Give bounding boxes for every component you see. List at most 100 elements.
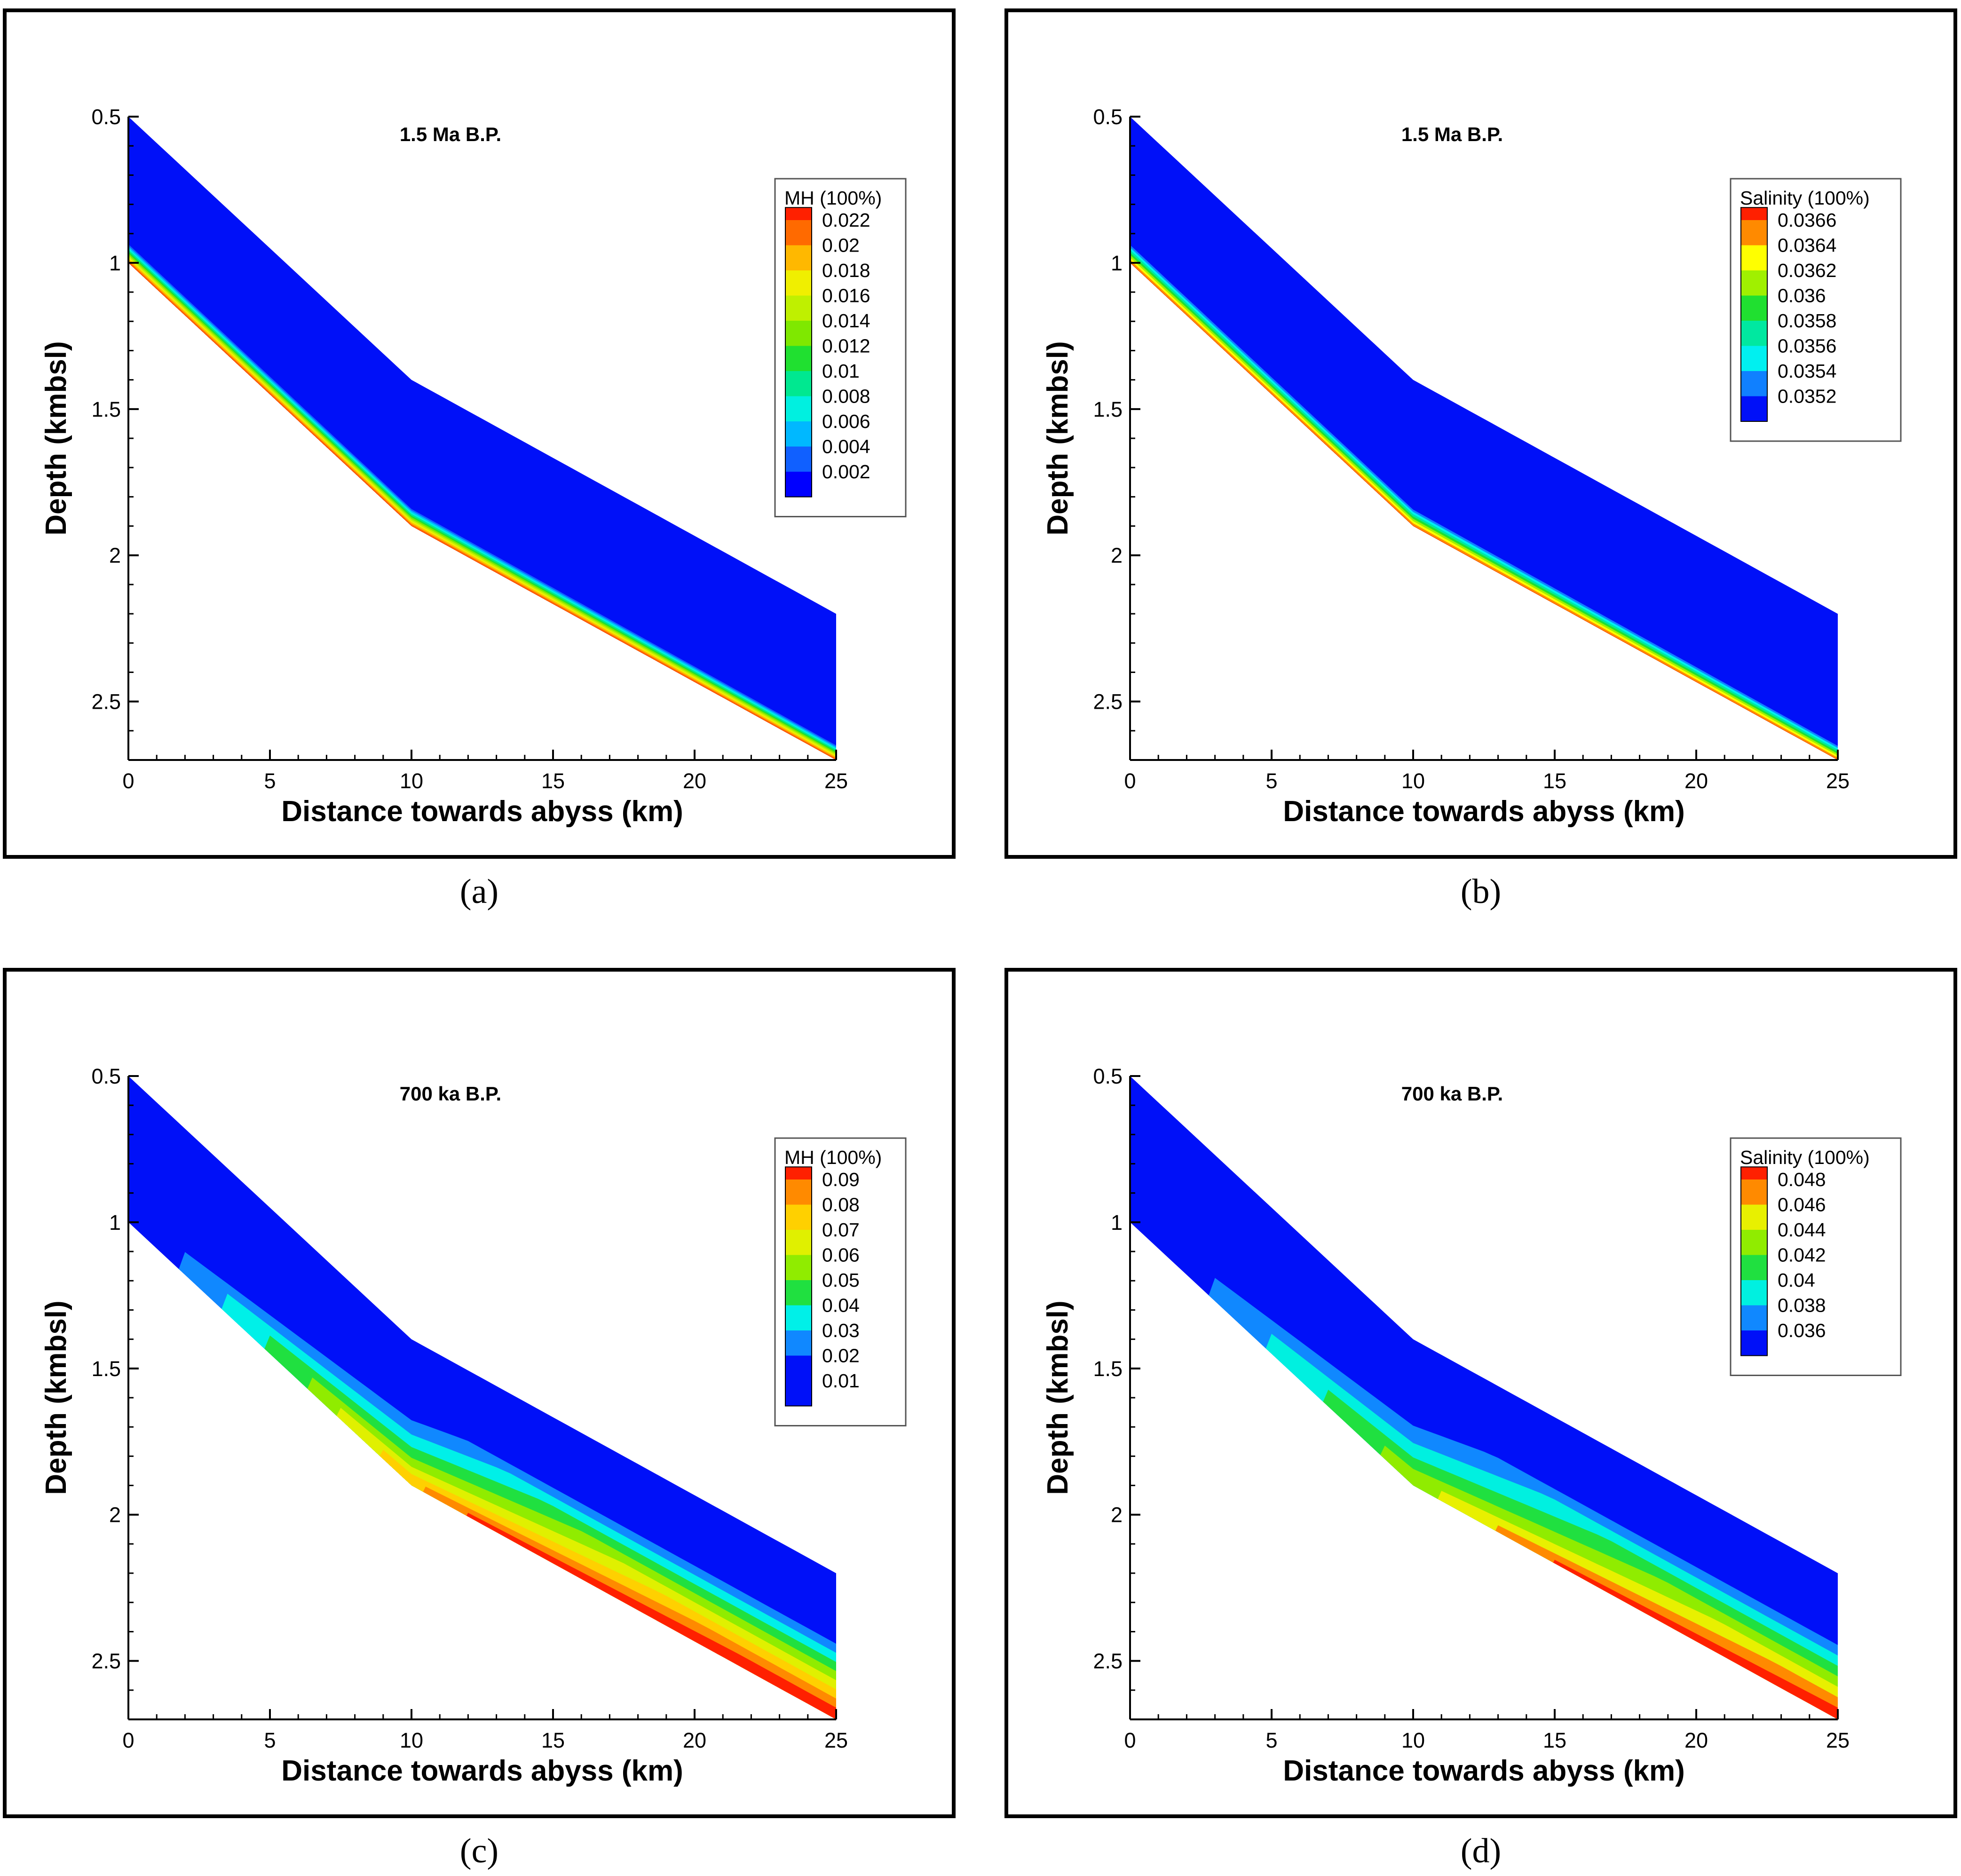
contour-band [128,248,836,760]
legend-swatch [1741,295,1767,321]
legend-label: 0.012 [822,335,870,357]
legend-swatch-border [1740,1166,1768,1356]
panel-caption: (d) [1461,1832,1501,1870]
legend-label: 0.06 [822,1244,860,1266]
legend-swatch [1741,207,1767,220]
y-tick-label: 2 [109,544,121,568]
legend-label: 0.09 [822,1169,860,1190]
legend-label: 0.014 [822,310,870,332]
legend-swatch [785,421,812,447]
contour-band [1130,247,1838,760]
legend-label: 0.002 [822,461,870,483]
chart-panel-3: 0 5 10 15 20 25 0.5 1 1.5 2 2.5 Distance towards ab… [3,968,956,1870]
legend-label: 0.008 [822,386,870,407]
legend-label: 0.046 [1778,1194,1826,1216]
legend-swatch [785,446,812,472]
domain-background [128,117,836,760]
legend-swatch [785,1280,812,1306]
legend-swatch [1741,346,1767,371]
legend-label: 0.004 [822,436,870,458]
legend-swatch [785,245,812,270]
y-tick-label: 1.5 [1093,397,1123,421]
legend-swatch [785,1305,812,1330]
contour-field [128,1076,836,1719]
legend-swatch [785,1230,812,1255]
plot-title: 1.5 Ma B.P. [1401,123,1503,145]
contour-band [1130,1224,1838,1719]
x-axis-title: Distance towards abyss (km) [1283,1755,1685,1787]
legend-swatch [1741,1179,1767,1205]
legend-swatch [785,220,812,245]
legend-swatch [785,321,812,346]
contour-field [128,117,836,760]
x-tick-label: 0 [122,1728,134,1752]
chart-panel-4: 0 5 10 15 20 25 0.5 1 1.5 2 2.5 Distance towards ab… [1004,968,1957,1870]
legend-swatch [785,1255,812,1280]
y-tick-label: 0.5 [1093,105,1123,129]
x-axis-title: Distance towards abyss (km) [1283,795,1685,828]
legend-label: 0.038 [1778,1295,1826,1316]
legend: Salinity (100%)0.048 0.046 0.044 0.042 0.04 0… [1730,1137,1902,1376]
y-tick-label: 1 [1111,251,1123,275]
legend-swatch [785,207,812,220]
y-tick-label: 0.5 [91,1064,121,1088]
x-tick-label: 10 [400,1728,423,1752]
y-axis-title: Depth (kmbsl) [40,1300,72,1495]
x-tick-label: 25 [824,769,848,793]
legend-title: Salinity (100%) [1740,187,1870,209]
legend-swatch [785,1179,812,1205]
y-tick-label: 2 [1111,1503,1123,1527]
plot-title: 700 ka B.P. [1401,1083,1503,1105]
plot-title: 700 ka B.P. [400,1083,501,1105]
y-tick-label: 1.5 [91,397,121,421]
y-tick-label: 1.5 [1093,1357,1123,1381]
y-tick-label: 1 [109,251,121,275]
legend-label: 0.0362 [1778,260,1836,281]
legend-label: 0.044 [1778,1219,1826,1241]
y-axis-title: Depth (kmbsl) [40,341,72,535]
x-tick-label: 0 [1124,1728,1136,1752]
x-tick-label: 15 [1543,1728,1566,1752]
x-tick-label: 20 [1684,1728,1708,1752]
legend-swatch [1741,1204,1767,1230]
y-tick-label: 2.5 [91,1649,121,1673]
legend-swatch [785,472,812,497]
x-tick-label: 10 [1401,1728,1425,1752]
y-tick-label: 2.5 [1093,690,1123,714]
y-tick-label: 0.5 [1093,1064,1123,1088]
contour-band [128,1224,836,1719]
x-tick-label: 10 [400,769,423,793]
legend-label: 0.036 [1778,1320,1826,1341]
legend-label: 0.05 [822,1269,860,1291]
legend-title: MH (100%) [784,1147,882,1168]
contour-field [1130,1076,1838,1719]
legend-swatch [1741,1305,1767,1330]
legend-label: 0.0364 [1778,235,1836,256]
legend-swatch [1741,1255,1767,1280]
y-tick-label: 1.5 [91,1357,121,1381]
panel-caption: (a) [460,872,498,911]
legend-swatch [785,1330,812,1356]
legend-swatch [1741,270,1767,296]
x-tick-label: 15 [541,1728,565,1752]
x-tick-label: 15 [1543,769,1566,793]
legend-label: 0.006 [822,411,870,432]
legend-label: 0.0356 [1778,335,1836,357]
legend-label: 0.036 [1778,285,1826,307]
chart-panel-2: 0 5 10 15 20 25 0.5 1 1.5 2 2.5 Distance towards ab… [1004,8,1957,911]
legend-swatch [785,295,812,321]
x-tick-label: 0 [122,769,134,793]
plot-title: 1.5 Ma B.P. [400,123,501,145]
legend-swatch [1741,245,1767,270]
legend-label: 0.01 [822,360,860,382]
legend-title: Salinity (100%) [1740,1147,1870,1168]
legend: MH (100%)0.09 0.08 0.07 0.06 0.05 0.04 0.03 0.0… [774,1137,907,1426]
legend-swatch [785,371,812,396]
x-tick-label: 5 [1265,1728,1277,1752]
x-tick-label: 20 [683,1728,706,1752]
contour-band [128,1224,836,1719]
x-tick-label: 25 [824,1728,848,1752]
legend-swatch [1741,220,1767,245]
legend-label: 0.022 [822,209,870,231]
